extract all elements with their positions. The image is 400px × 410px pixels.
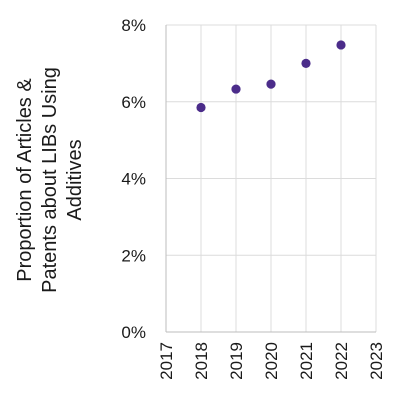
x-tick-label: 2020: [262, 342, 281, 380]
y-axis-label-line: Proportion of Articles &: [14, 78, 36, 282]
y-tick-label: 2%: [121, 246, 146, 265]
x-tick-label: 2017: [157, 342, 176, 380]
y-axis-label-line: Additives: [64, 139, 86, 220]
data-point: [196, 102, 206, 113]
x-tick-label: 2022: [332, 342, 351, 380]
data-point: [231, 84, 241, 94]
data-point: [301, 58, 311, 68]
x-tick-label: 2019: [227, 342, 246, 380]
data-points: [196, 40, 346, 113]
y-tick-label: 0%: [121, 323, 146, 342]
axes: [165, 25, 376, 333]
y-tick-label: 6%: [121, 93, 146, 112]
y-axis-label-line: Patents about LIBs Using: [39, 67, 61, 293]
grid-lines: [165, 24, 377, 333]
x-tick-label: 2021: [297, 342, 316, 380]
data-point: [336, 40, 346, 50]
x-tick-label: 2023: [367, 342, 386, 380]
data-point: [266, 79, 276, 89]
x-tick-labels: 2017 2018 2019 2020 2021 2022 2023: [157, 342, 386, 380]
y-axis-label: Proportion of Articles & Patents about LI…: [14, 67, 86, 293]
y-tick-label: 8%: [121, 16, 146, 35]
x-tick-label: 2018: [192, 342, 211, 380]
y-tick-label: 4%: [121, 170, 146, 189]
y-tick-labels: 0% 2% 4% 6% 8%: [121, 16, 146, 342]
